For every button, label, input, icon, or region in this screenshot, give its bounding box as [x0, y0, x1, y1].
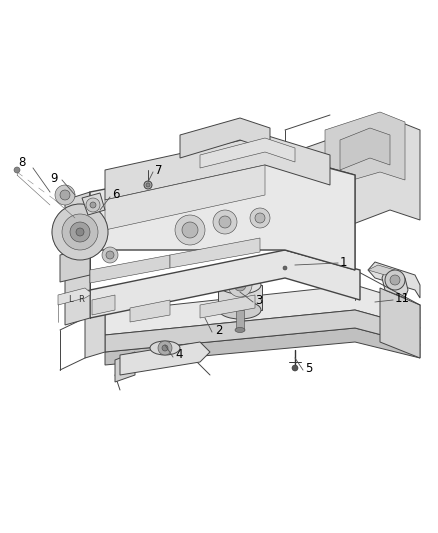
Circle shape — [255, 213, 265, 223]
Polygon shape — [105, 135, 330, 200]
Polygon shape — [58, 288, 90, 305]
Circle shape — [213, 210, 237, 234]
Circle shape — [86, 198, 100, 212]
Text: 5: 5 — [305, 361, 312, 375]
Circle shape — [102, 247, 118, 263]
Circle shape — [175, 215, 205, 245]
Polygon shape — [82, 193, 105, 215]
Polygon shape — [236, 310, 244, 330]
Circle shape — [52, 204, 108, 260]
Polygon shape — [105, 165, 265, 230]
Circle shape — [70, 222, 90, 242]
Circle shape — [144, 181, 152, 189]
Text: 6: 6 — [112, 189, 120, 201]
Ellipse shape — [219, 276, 261, 294]
Polygon shape — [180, 118, 270, 158]
Text: 4: 4 — [175, 349, 183, 361]
Circle shape — [60, 190, 70, 200]
Text: 8: 8 — [18, 156, 25, 168]
Circle shape — [106, 251, 114, 259]
Polygon shape — [115, 352, 135, 382]
Text: R: R — [78, 295, 84, 304]
Polygon shape — [200, 138, 295, 168]
Polygon shape — [92, 295, 115, 315]
Polygon shape — [130, 300, 170, 322]
Circle shape — [292, 365, 298, 371]
Polygon shape — [90, 255, 170, 283]
Polygon shape — [65, 290, 90, 325]
Polygon shape — [65, 192, 90, 295]
Polygon shape — [382, 270, 408, 298]
Text: 9: 9 — [50, 172, 57, 184]
Circle shape — [14, 167, 20, 173]
Circle shape — [228, 273, 252, 297]
Circle shape — [146, 183, 150, 187]
Polygon shape — [200, 295, 255, 318]
Ellipse shape — [150, 341, 180, 355]
Text: 7: 7 — [155, 164, 162, 176]
Text: 3: 3 — [255, 294, 262, 306]
Circle shape — [76, 228, 84, 236]
Polygon shape — [85, 312, 105, 358]
Circle shape — [219, 216, 231, 228]
Circle shape — [385, 270, 405, 290]
Polygon shape — [60, 248, 90, 282]
Circle shape — [182, 222, 198, 238]
Ellipse shape — [235, 327, 245, 333]
Text: 2: 2 — [215, 324, 223, 336]
Circle shape — [158, 341, 172, 355]
Polygon shape — [285, 118, 420, 250]
Circle shape — [162, 345, 168, 351]
Polygon shape — [90, 250, 360, 318]
Text: 1: 1 — [340, 255, 347, 269]
Circle shape — [55, 185, 75, 205]
Polygon shape — [368, 262, 420, 298]
Circle shape — [283, 266, 287, 270]
Polygon shape — [120, 342, 210, 375]
Text: L: L — [68, 295, 73, 304]
Circle shape — [90, 202, 96, 208]
Ellipse shape — [219, 301, 261, 319]
Polygon shape — [105, 310, 420, 352]
Text: 11: 11 — [395, 292, 410, 304]
Circle shape — [250, 208, 270, 228]
Circle shape — [234, 279, 246, 291]
Polygon shape — [285, 155, 355, 270]
Polygon shape — [340, 128, 390, 170]
Polygon shape — [90, 155, 355, 270]
Polygon shape — [170, 238, 260, 268]
Circle shape — [62, 214, 98, 250]
Polygon shape — [368, 265, 395, 275]
Polygon shape — [325, 112, 405, 188]
Polygon shape — [218, 285, 262, 310]
Polygon shape — [380, 288, 420, 358]
Polygon shape — [105, 328, 420, 365]
Polygon shape — [105, 285, 420, 335]
Circle shape — [390, 275, 400, 285]
